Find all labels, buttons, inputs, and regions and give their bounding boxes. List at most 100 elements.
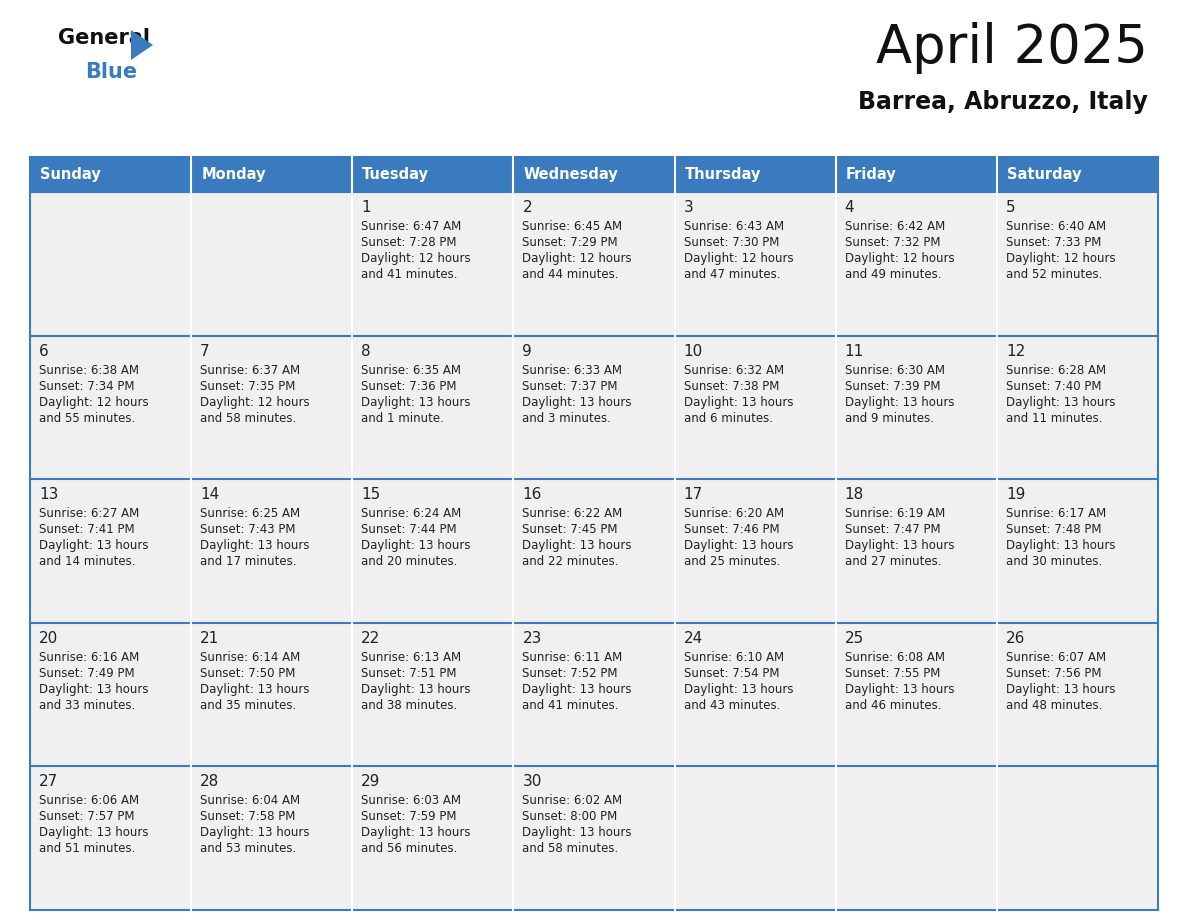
Text: and 43 minutes.: and 43 minutes.: [683, 699, 781, 711]
Text: 22: 22: [361, 631, 380, 645]
Bar: [835, 622, 997, 767]
Text: Friday: Friday: [846, 167, 897, 182]
Text: Sunrise: 6:27 AM: Sunrise: 6:27 AM: [39, 508, 139, 521]
Text: Daylight: 13 hours: Daylight: 13 hours: [39, 826, 148, 839]
Text: Daylight: 12 hours: Daylight: 12 hours: [200, 396, 310, 409]
Bar: [353, 767, 513, 910]
Bar: [675, 767, 835, 910]
Text: Sunset: 7:52 PM: Sunset: 7:52 PM: [523, 666, 618, 680]
Text: Sunrise: 6:07 AM: Sunrise: 6:07 AM: [1006, 651, 1106, 664]
Text: Monday: Monday: [201, 167, 266, 182]
Text: 30: 30: [523, 775, 542, 789]
Text: Daylight: 13 hours: Daylight: 13 hours: [361, 826, 470, 839]
Bar: [835, 192, 997, 336]
Bar: [997, 157, 1158, 192]
Text: Daylight: 12 hours: Daylight: 12 hours: [39, 396, 148, 409]
Text: Sunrise: 6:43 AM: Sunrise: 6:43 AM: [683, 220, 784, 233]
Bar: [835, 767, 997, 910]
Text: 13: 13: [39, 487, 58, 502]
Text: 14: 14: [200, 487, 220, 502]
Bar: [30, 767, 191, 910]
Text: Daylight: 13 hours: Daylight: 13 hours: [523, 396, 632, 409]
Bar: [30, 157, 191, 192]
Bar: [513, 622, 675, 767]
Text: 23: 23: [523, 631, 542, 645]
Text: Daylight: 13 hours: Daylight: 13 hours: [361, 396, 470, 409]
Text: Sunday: Sunday: [40, 167, 101, 182]
Bar: [353, 622, 513, 767]
Text: Sunset: 7:30 PM: Sunset: 7:30 PM: [683, 236, 779, 249]
Text: Daylight: 13 hours: Daylight: 13 hours: [683, 539, 794, 553]
Text: Sunrise: 6:06 AM: Sunrise: 6:06 AM: [39, 794, 139, 808]
Text: April 2025: April 2025: [876, 22, 1148, 74]
Text: Tuesday: Tuesday: [362, 167, 429, 182]
Bar: [835, 157, 997, 192]
Text: Daylight: 13 hours: Daylight: 13 hours: [200, 539, 310, 553]
Text: Sunset: 7:50 PM: Sunset: 7:50 PM: [200, 666, 296, 680]
Text: Sunrise: 6:04 AM: Sunrise: 6:04 AM: [200, 794, 301, 808]
Text: Sunset: 7:55 PM: Sunset: 7:55 PM: [845, 666, 940, 680]
Text: and 46 minutes.: and 46 minutes.: [845, 699, 941, 711]
Text: Sunrise: 6:08 AM: Sunrise: 6:08 AM: [845, 651, 944, 664]
Text: 6: 6: [39, 343, 49, 359]
Text: and 25 minutes.: and 25 minutes.: [683, 555, 781, 568]
Text: Sunrise: 6:38 AM: Sunrise: 6:38 AM: [39, 364, 139, 376]
Text: Sunrise: 6:11 AM: Sunrise: 6:11 AM: [523, 651, 623, 664]
Text: and 41 minutes.: and 41 minutes.: [361, 268, 457, 281]
Text: and 52 minutes.: and 52 minutes.: [1006, 268, 1102, 281]
Text: General: General: [58, 28, 150, 48]
Bar: [675, 622, 835, 767]
Bar: [675, 479, 835, 622]
Text: Daylight: 12 hours: Daylight: 12 hours: [523, 252, 632, 265]
Text: and 27 minutes.: and 27 minutes.: [845, 555, 941, 568]
Bar: [835, 479, 997, 622]
Text: Sunset: 7:47 PM: Sunset: 7:47 PM: [845, 523, 941, 536]
Text: 17: 17: [683, 487, 703, 502]
Text: 2: 2: [523, 200, 532, 215]
Text: Sunset: 7:34 PM: Sunset: 7:34 PM: [39, 380, 134, 393]
Text: Sunset: 7:40 PM: Sunset: 7:40 PM: [1006, 380, 1101, 393]
Text: Daylight: 12 hours: Daylight: 12 hours: [845, 252, 954, 265]
Text: Sunrise: 6:14 AM: Sunrise: 6:14 AM: [200, 651, 301, 664]
Text: Sunset: 7:33 PM: Sunset: 7:33 PM: [1006, 236, 1101, 249]
Text: Daylight: 13 hours: Daylight: 13 hours: [523, 826, 632, 839]
Text: Sunset: 7:28 PM: Sunset: 7:28 PM: [361, 236, 456, 249]
Text: and 11 minutes.: and 11 minutes.: [1006, 411, 1102, 425]
Text: Daylight: 13 hours: Daylight: 13 hours: [39, 539, 148, 553]
Text: Sunset: 7:29 PM: Sunset: 7:29 PM: [523, 236, 618, 249]
Text: Sunrise: 6:28 AM: Sunrise: 6:28 AM: [1006, 364, 1106, 376]
Text: 18: 18: [845, 487, 864, 502]
Bar: [675, 192, 835, 336]
Text: and 58 minutes.: and 58 minutes.: [200, 411, 296, 425]
Text: 11: 11: [845, 343, 864, 359]
Text: 1: 1: [361, 200, 371, 215]
Bar: [353, 336, 513, 479]
Text: 28: 28: [200, 775, 220, 789]
Text: Daylight: 13 hours: Daylight: 13 hours: [523, 683, 632, 696]
Text: Daylight: 12 hours: Daylight: 12 hours: [683, 252, 794, 265]
Text: Sunset: 7:46 PM: Sunset: 7:46 PM: [683, 523, 779, 536]
Text: Sunset: 8:00 PM: Sunset: 8:00 PM: [523, 811, 618, 823]
Text: and 14 minutes.: and 14 minutes.: [39, 555, 135, 568]
Bar: [835, 336, 997, 479]
Text: Sunrise: 6:20 AM: Sunrise: 6:20 AM: [683, 508, 784, 521]
Text: Daylight: 12 hours: Daylight: 12 hours: [361, 252, 470, 265]
Text: Daylight: 13 hours: Daylight: 13 hours: [845, 539, 954, 553]
Text: Daylight: 13 hours: Daylight: 13 hours: [845, 683, 954, 696]
Bar: [191, 479, 353, 622]
Text: Daylight: 13 hours: Daylight: 13 hours: [683, 396, 794, 409]
Bar: [675, 336, 835, 479]
Bar: [30, 622, 191, 767]
Text: and 53 minutes.: and 53 minutes.: [200, 843, 296, 856]
Text: Daylight: 13 hours: Daylight: 13 hours: [361, 539, 470, 553]
Text: and 35 minutes.: and 35 minutes.: [200, 699, 296, 711]
Text: Blue: Blue: [86, 62, 137, 82]
Text: 4: 4: [845, 200, 854, 215]
Text: 15: 15: [361, 487, 380, 502]
Text: and 6 minutes.: and 6 minutes.: [683, 411, 772, 425]
Text: 7: 7: [200, 343, 210, 359]
Text: 16: 16: [523, 487, 542, 502]
Bar: [30, 479, 191, 622]
Text: and 38 minutes.: and 38 minutes.: [361, 699, 457, 711]
Text: Sunrise: 6:42 AM: Sunrise: 6:42 AM: [845, 220, 944, 233]
